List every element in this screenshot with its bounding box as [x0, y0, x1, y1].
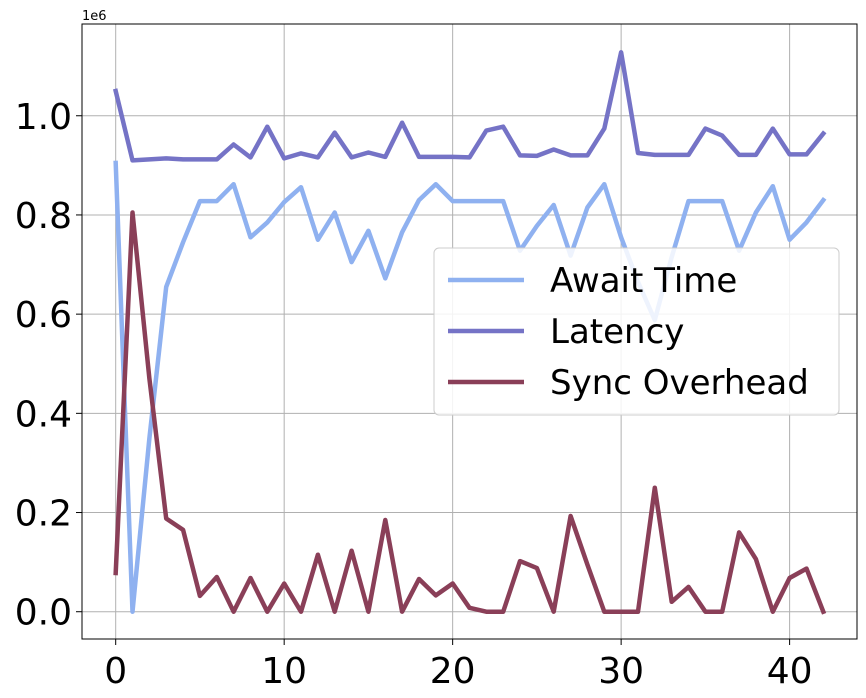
axis-ticks: 0 10 20 30 40 0.0 0.2 0.4 0.6 0.8 1.0	[15, 97, 813, 692]
series-line-latency	[112, 50, 827, 163]
y-tick-label: 0.6	[15, 295, 72, 336]
legend-box	[433, 247, 840, 416]
legend-label-sync-overhead: Sync Overhead	[550, 363, 809, 403]
series-line-sync-overhead	[113, 210, 827, 615]
x-tick-label: 10	[261, 651, 307, 692]
y-exponent-label: 1e6	[82, 9, 107, 24]
series-line-await-time	[113, 160, 827, 614]
x-tick-label: 40	[767, 651, 813, 692]
x-tick-label: 0	[104, 651, 127, 692]
y-tick-label: 1.0	[15, 97, 72, 138]
x-tick-label: 20	[430, 651, 476, 692]
y-tick-label: 0.2	[15, 494, 72, 535]
y-tick-label: 0.4	[15, 394, 72, 435]
x-tick-label: 30	[598, 651, 644, 692]
plot-frame	[81, 23, 858, 640]
legend: Await Time Latency Sync Overhead	[433, 247, 840, 416]
series-lines	[112, 50, 827, 615]
y-tick-label: 0.0	[15, 593, 72, 634]
y-tick-label: 0.8	[15, 196, 72, 237]
legend-label-latency: Latency	[550, 312, 684, 352]
legend-label-await-time: Await Time	[550, 261, 737, 301]
